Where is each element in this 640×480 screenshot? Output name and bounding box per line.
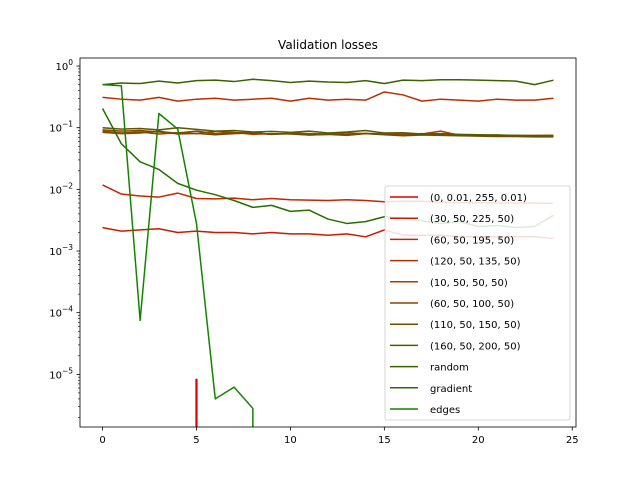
legend-label-4: (10, 50, 50, 50)	[430, 278, 508, 289]
legend-label-9: gradient	[430, 384, 472, 395]
x-tick-label-0: 0	[99, 435, 105, 446]
legend-label-8: random	[430, 363, 469, 374]
legend-label-1: (30, 50, 225, 50)	[430, 214, 514, 225]
y-tick-label-2: 10−2	[49, 181, 73, 196]
series-line-7	[102, 126, 554, 137]
legend-label-7: (160, 50, 200, 50)	[430, 341, 521, 352]
x-tick-label-5: 25	[566, 435, 579, 446]
series-line-6	[102, 130, 554, 138]
legend-box	[384, 185, 571, 421]
series-line-10	[102, 83, 254, 427]
y-tick-label-0: 100	[55, 58, 73, 73]
x-tick-label-1: 5	[193, 435, 199, 446]
y-tick-label-5: 10−5	[49, 366, 73, 381]
x-tick-label-3: 15	[378, 435, 391, 446]
chart-title: Validation losses	[278, 38, 378, 52]
legend-label-3: (120, 50, 135, 50)	[430, 257, 521, 268]
x-tick-label-2: 10	[284, 435, 297, 446]
series-line-3	[102, 91, 554, 102]
y-tick-label-4: 10−4	[49, 305, 73, 320]
x-axis: 0 5 10 15 20 25	[99, 427, 579, 446]
legend-label-5: (60, 50, 100, 50)	[430, 299, 514, 310]
x-tick-label-4: 20	[472, 435, 485, 446]
y-tick-label-1: 10−1	[49, 120, 73, 135]
series-line-8	[102, 78, 554, 86]
y-axis: 100 10−1 10−2 10−3 10−4 10−5	[49, 58, 80, 418]
legend-label-0: (0, 0.01, 255, 0.01)	[430, 193, 527, 204]
legend: (0, 0.01, 255, 0.01) (30, 50, 225, 50) (60…	[384, 185, 571, 421]
plot-frame	[79, 57, 577, 428]
legend-label-6: (110, 50, 150, 50)	[430, 320, 521, 331]
legend-label-2: (60, 50, 195, 50)	[430, 235, 514, 246]
legend-label-10: edges	[430, 405, 460, 416]
y-tick-label-3: 10−3	[49, 243, 73, 258]
